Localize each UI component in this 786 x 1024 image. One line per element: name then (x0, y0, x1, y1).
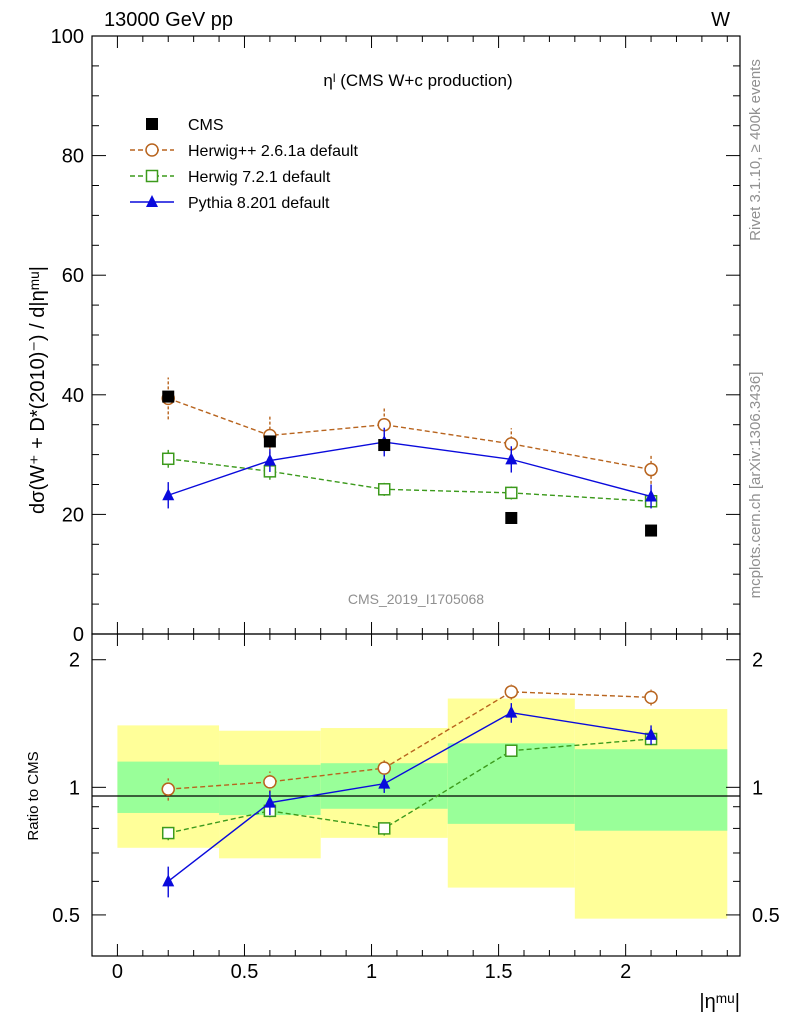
main-ytick-label: 40 (62, 385, 84, 407)
mcplots-label: mcplots.cern.ch [arXiv:1306.3436] (747, 372, 764, 599)
ratio-ytick-label-right: 0.5 (752, 905, 780, 927)
ratio-point (377, 822, 391, 835)
ratio-series (161, 684, 658, 898)
series-line (168, 441, 652, 498)
ratio-point (161, 782, 175, 796)
xtick-label: 0 (112, 961, 123, 983)
main-panel: 0 20 40 60 80 100 ηˡ (CMS W+c production… (51, 26, 741, 646)
ratio-ytick-label-right: 2 (752, 650, 763, 672)
main-ytick-label: 60 (62, 265, 84, 287)
ratio-ytick-label-left: 1 (69, 777, 80, 799)
legend-marker (146, 195, 158, 207)
ratio-ytick-label-left: 0.5 (52, 905, 80, 927)
rivet-label: Rivet 3.1.10, ≥ 400k events (747, 59, 764, 241)
ratio-point (162, 874, 175, 887)
data-point (263, 435, 276, 448)
ratio-ytick-label-left: 2 (69, 650, 80, 672)
data-point (162, 488, 175, 501)
data-point (505, 486, 518, 500)
data-point (161, 452, 175, 466)
ratio-point (263, 795, 276, 808)
main-series (161, 377, 658, 537)
plot-title: ηˡ (CMS W+c production) (323, 71, 512, 90)
xtick-label: 1.5 (485, 961, 513, 983)
data-point (645, 489, 658, 502)
main-ticks (92, 35, 740, 635)
legend-label-herwig7: Herwig 7.2.1 default (188, 169, 331, 186)
header-right: W (711, 9, 730, 31)
ratio-bands (117, 698, 728, 919)
legend-marker (146, 118, 158, 130)
xtick-label: 1 (366, 961, 377, 983)
data-point (263, 453, 276, 466)
legend-label-cms: CMS (188, 117, 224, 134)
data-point (645, 524, 658, 537)
xtick-labels: 0 0.5 1 1.5 2 (112, 961, 631, 983)
ratio-frame (91, 633, 741, 957)
main-ytick-label: 80 (62, 146, 84, 168)
ratio-point (161, 826, 175, 840)
watermark: CMS_2019_I1705068 (348, 591, 484, 607)
series-line (168, 458, 652, 502)
legend-label-herwigpp: Herwig++ 2.6.1a default (188, 143, 358, 160)
legend: CMS Herwig++ 2.6.1a default Herwig 7.2.1… (130, 117, 358, 212)
ratio-ytick-labels: 0.5 1 2 0.5 1 2 (52, 650, 780, 927)
ratio-panel: 0.5 1 2 0.5 1 2 0 0.5 1 1.5 2 (52, 633, 780, 983)
ratio-point (504, 685, 519, 699)
legend-marker (145, 143, 159, 157)
legend-marker (145, 169, 159, 183)
ratio-point (377, 761, 391, 775)
ratio-ticks (92, 634, 740, 957)
ratio-point (505, 705, 518, 718)
ratio-point (645, 727, 658, 740)
ratio-ylabel: Ratio to CMS (25, 751, 42, 840)
ratio-point (644, 690, 658, 705)
data-point (377, 483, 391, 496)
main-ytick-label: 100 (51, 26, 84, 48)
main-ylabel: dσ(W⁺ + D*(2010)⁻) / d|ηᵐᵘ| (27, 266, 49, 514)
legend-label-pythia: Pythia 8.201 default (188, 195, 330, 212)
data-point (505, 511, 518, 524)
ratio-point (263, 775, 277, 789)
xlabel: |ηᵐᵘ| (699, 991, 740, 1013)
band-inner (574, 749, 728, 831)
data-point (162, 390, 175, 403)
xtick-label: 2 (620, 961, 631, 983)
ratio-ytick-label-right: 1 (752, 777, 763, 799)
main-ytick-label: 0 (73, 624, 84, 646)
xtick-label: 0.5 (231, 961, 259, 983)
legend-markers (130, 118, 174, 207)
main-ytick-label: 20 (62, 504, 84, 526)
ratio-point (505, 744, 518, 757)
ratio-point (378, 776, 391, 789)
data-point (378, 439, 391, 452)
main-ytick-labels: 0 20 40 60 80 100 (51, 26, 84, 646)
header-left: 13000 GeV pp (104, 9, 233, 31)
data-point (644, 462, 658, 477)
series-line (167, 397, 652, 471)
data-point (505, 452, 518, 465)
